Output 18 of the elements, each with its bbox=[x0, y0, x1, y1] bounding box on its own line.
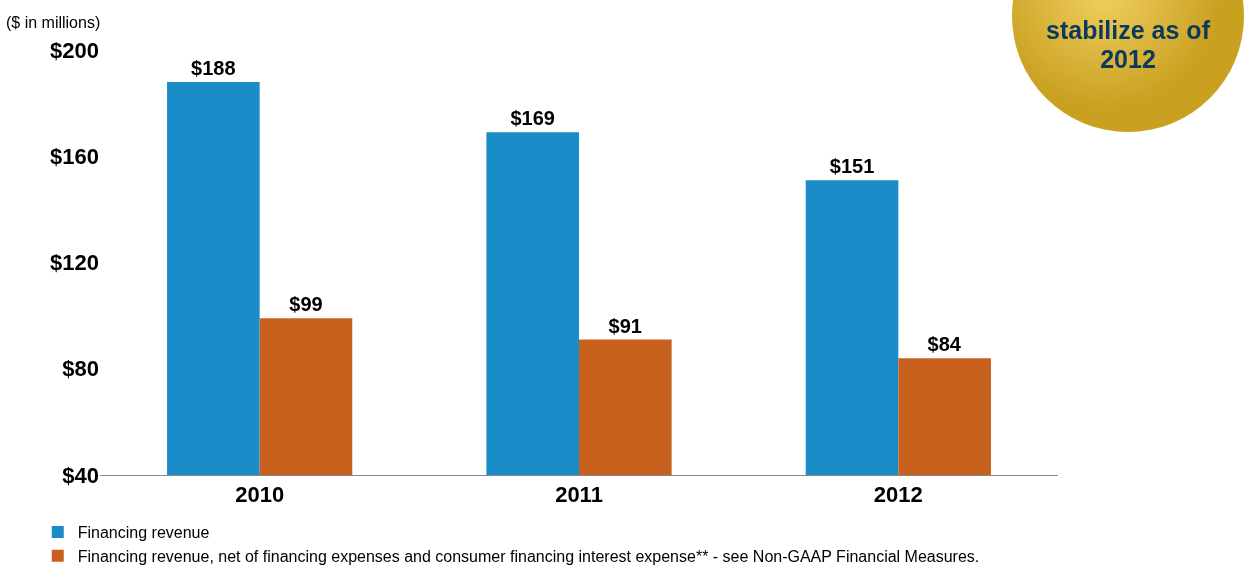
x-tick-label: 2011 bbox=[555, 482, 603, 508]
data-label: $188 bbox=[191, 56, 236, 79]
data-label: $151 bbox=[829, 155, 875, 178]
data-label: $84 bbox=[927, 333, 962, 356]
y-tick-label: $120 bbox=[50, 250, 99, 276]
data-label: $169 bbox=[510, 107, 555, 130]
text: ($ in millions) bbox=[6, 14, 101, 31]
data-label: $99 bbox=[289, 293, 323, 316]
data-label: $91 bbox=[608, 314, 642, 337]
y-tick-label: $80 bbox=[62, 356, 99, 382]
legend-label: Financing revenue, net of financing expenses and consumer financing interest expense** - see Non-GAAP Financial Measures. bbox=[77, 547, 980, 565]
y-tick-label: $160 bbox=[50, 143, 99, 169]
y-tick-label: $200 bbox=[50, 37, 99, 63]
legend-label: Financing revenue bbox=[77, 524, 210, 542]
annotation: stabilize as of 2012 bbox=[1045, 16, 1211, 74]
x-tick-label: 2010 bbox=[235, 482, 285, 508]
x-tick-label: 2012 bbox=[873, 482, 923, 508]
y-tick-label: $40 bbox=[62, 462, 99, 488]
